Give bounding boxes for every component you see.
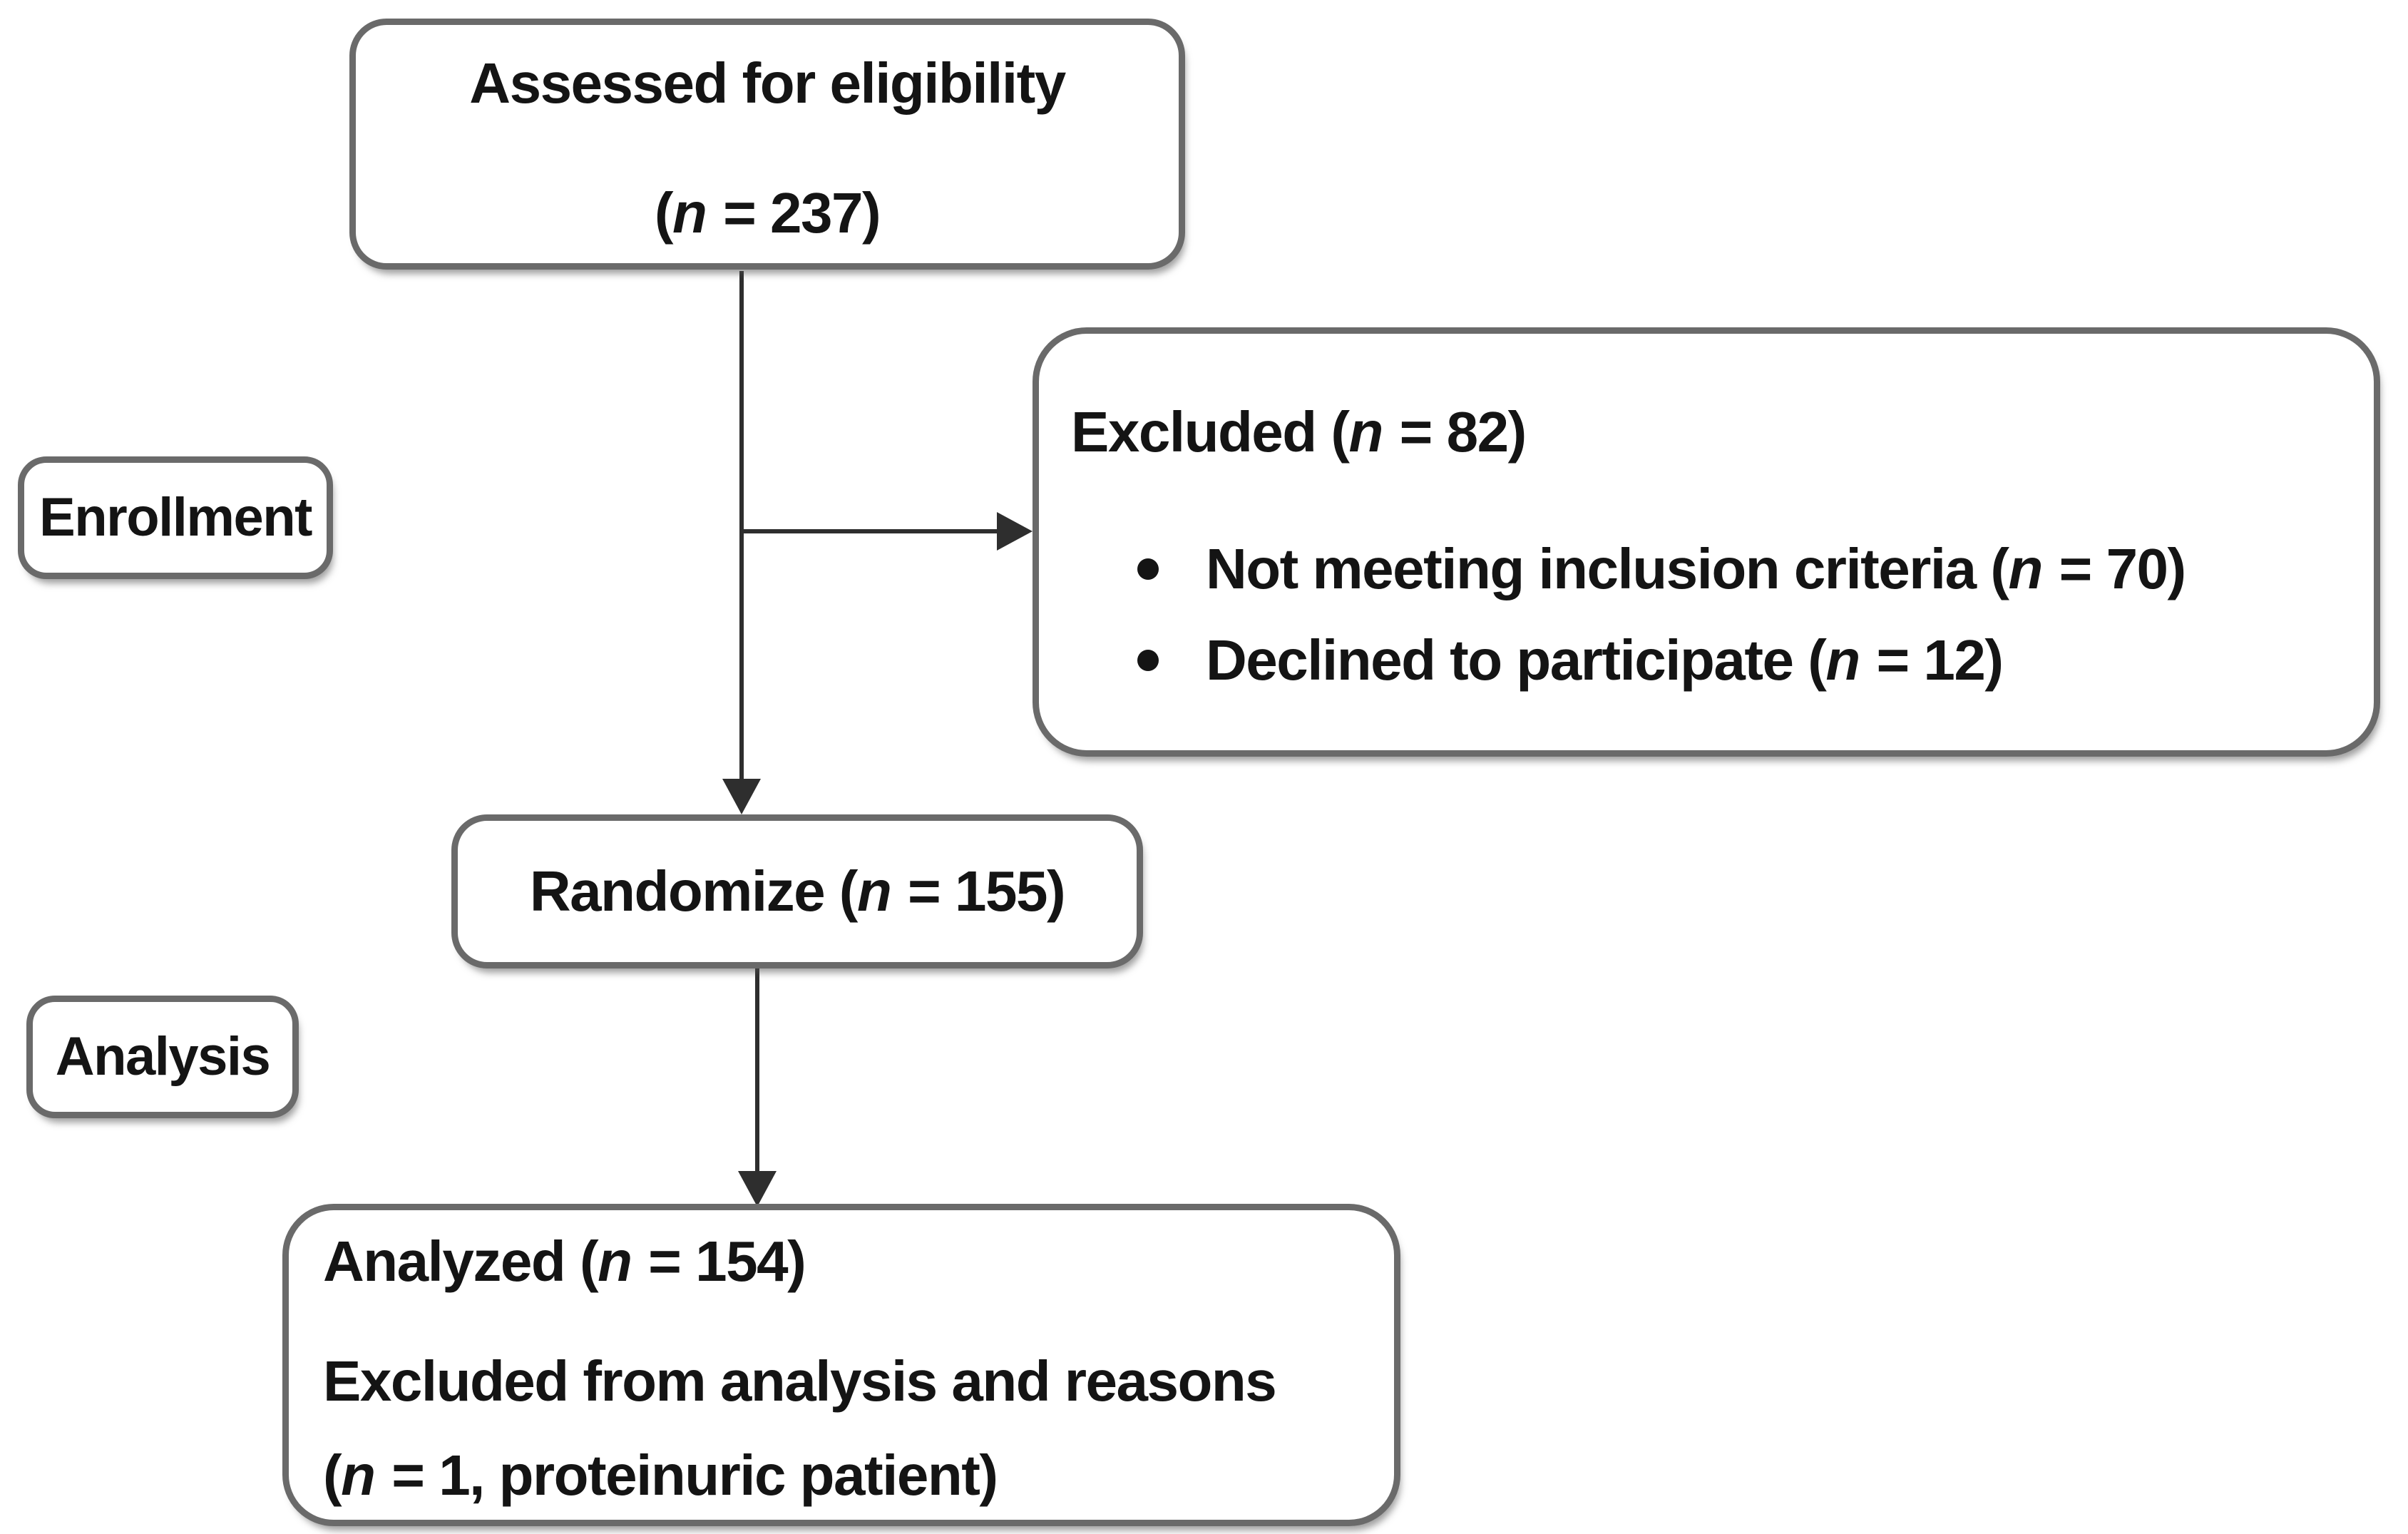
excluded-reason-1: Not meeting inclusion criteria (n = 70): [1206, 537, 2186, 600]
arrowhead-right-into-excluded: [997, 512, 1033, 551]
assessed-title: Assessed for eligibility: [469, 51, 1066, 115]
n-symbol: n: [1825, 628, 1860, 692]
bullet-dot-icon: [1137, 650, 1159, 671]
randomize-box: Randomize (n = 155): [451, 814, 1143, 968]
bullet-dot-icon: [1137, 558, 1159, 580]
arrowhead-down-into-randomize: [722, 779, 761, 814]
randomize-text: Randomize (n = 155): [529, 859, 1066, 923]
analyzed-exclusion-detail: (n = 1, proteinuric patient): [323, 1443, 998, 1507]
arrowhead-down-into-analyzed: [738, 1171, 777, 1207]
list-item: Declined to participate (n = 12): [1137, 626, 2352, 695]
connector-assessed-to-randomize: [739, 271, 744, 783]
n-symbol: n: [1348, 400, 1384, 464]
n-symbol: n: [341, 1443, 376, 1507]
connector-randomize-to-analyzed: [755, 968, 759, 1175]
n-symbol: n: [672, 181, 707, 245]
excluded-reason-2: Declined to participate (n = 12): [1206, 628, 2004, 692]
analyzed-box: Analyzed (n = 154) Excluded from analysi…: [282, 1204, 1400, 1526]
excluded-bullet-list: Not meeting inclusion criteria (n = 70) …: [1137, 535, 2352, 695]
analyzed-count: Analyzed (n = 154): [323, 1229, 806, 1293]
analyzed-exclusion-title: Excluded from analysis and reasons: [323, 1349, 1277, 1413]
n-symbol: n: [856, 859, 892, 923]
excluded-box: Excluded (n = 82) Not meeting inclusion …: [1033, 327, 2380, 757]
enrollment-label-text: Enrollment: [39, 487, 312, 548]
n-symbol: n: [2008, 537, 2044, 600]
enrollment-phase-label: Enrollment: [18, 456, 333, 579]
connector-branch-to-excluded: [742, 529, 1000, 533]
analysis-phase-label: Analysis: [26, 996, 299, 1118]
assessed-count: (n = 237): [654, 181, 881, 245]
excluded-header: Excluded (n = 82): [1071, 400, 1527, 464]
list-item: Not meeting inclusion criteria (n = 70): [1137, 535, 2352, 603]
analysis-label-text: Analysis: [55, 1026, 271, 1087]
n-symbol: n: [598, 1229, 632, 1293]
assessed-for-eligibility-box: Assessed for eligibility (n = 237): [349, 19, 1185, 270]
